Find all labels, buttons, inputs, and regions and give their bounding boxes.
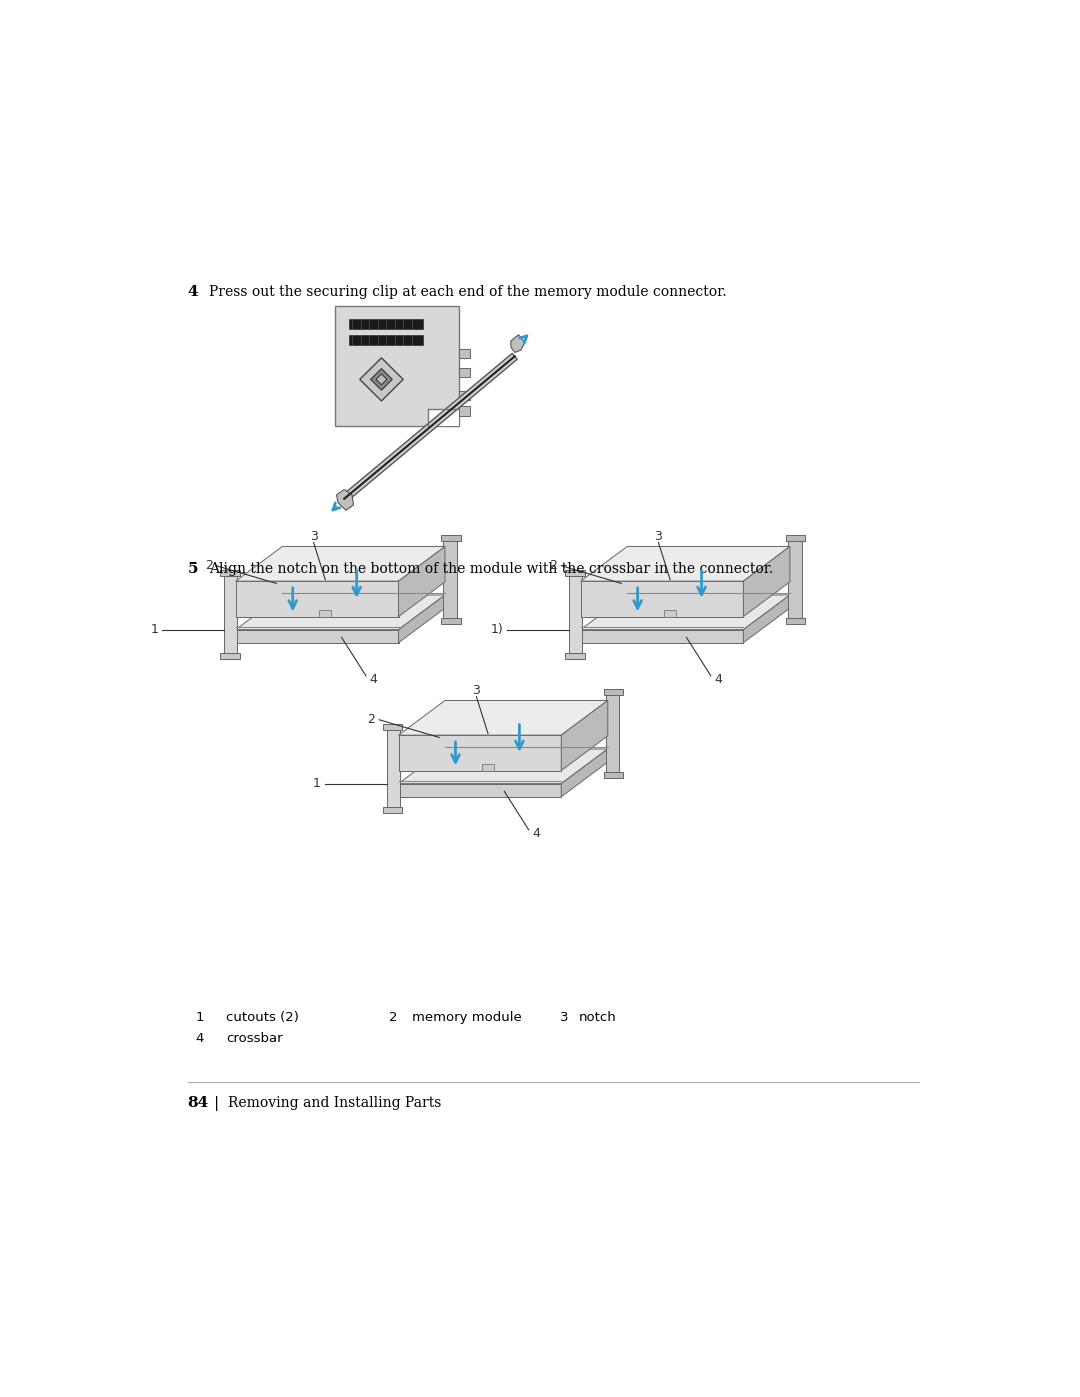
Text: 2: 2 <box>204 559 213 573</box>
Text: 2: 2 <box>367 714 375 726</box>
Polygon shape <box>606 696 619 773</box>
Text: Align the notch on the bottom of the module with the crossbar in the connector.: Align the notch on the bottom of the mod… <box>208 562 773 576</box>
Polygon shape <box>235 581 399 616</box>
Polygon shape <box>383 724 403 729</box>
Polygon shape <box>565 652 584 659</box>
Bar <box>428 409 459 426</box>
Polygon shape <box>581 595 789 630</box>
Bar <box>349 320 422 330</box>
Polygon shape <box>235 546 445 581</box>
Text: Removing and Installing Parts: Removing and Installing Parts <box>228 1097 442 1111</box>
Polygon shape <box>399 700 608 735</box>
Polygon shape <box>441 617 460 624</box>
Polygon shape <box>788 541 801 617</box>
Bar <box>459 367 470 377</box>
Text: memory module: memory module <box>413 1011 523 1024</box>
Text: 3: 3 <box>559 1011 568 1024</box>
Text: cutouts (2): cutouts (2) <box>227 1011 299 1024</box>
Polygon shape <box>235 630 399 643</box>
Bar <box>335 306 459 426</box>
Polygon shape <box>360 358 403 401</box>
Bar <box>349 335 422 345</box>
Polygon shape <box>664 610 676 616</box>
Polygon shape <box>383 806 403 813</box>
Text: 3: 3 <box>654 529 662 543</box>
Text: 3: 3 <box>310 529 318 543</box>
Text: 4: 4 <box>715 673 723 686</box>
Polygon shape <box>581 630 743 643</box>
Text: Press out the securing clip at each end of the memory module connector.: Press out the securing clip at each end … <box>208 285 726 299</box>
Polygon shape <box>337 489 353 510</box>
Polygon shape <box>581 546 789 581</box>
Bar <box>459 391 470 400</box>
Polygon shape <box>225 576 238 652</box>
Text: 4: 4 <box>532 827 540 840</box>
Polygon shape <box>235 595 445 630</box>
Polygon shape <box>370 369 392 390</box>
Polygon shape <box>569 576 582 652</box>
Polygon shape <box>341 353 517 502</box>
Polygon shape <box>444 541 457 617</box>
Polygon shape <box>786 535 806 541</box>
Text: 1: 1 <box>150 623 159 636</box>
Text: 1): 1) <box>490 623 503 636</box>
Polygon shape <box>399 784 562 796</box>
Polygon shape <box>399 595 445 643</box>
Polygon shape <box>581 581 743 616</box>
Text: 2: 2 <box>389 1011 397 1024</box>
Text: 84: 84 <box>188 1097 208 1111</box>
Polygon shape <box>399 749 608 784</box>
Polygon shape <box>399 735 562 771</box>
Polygon shape <box>441 535 460 541</box>
Bar <box>459 407 470 415</box>
Text: 3: 3 <box>472 685 481 697</box>
Text: notch: notch <box>578 1011 616 1024</box>
Polygon shape <box>319 610 332 616</box>
Text: 4: 4 <box>188 285 199 299</box>
Polygon shape <box>376 374 387 384</box>
Polygon shape <box>743 595 789 643</box>
Text: 1: 1 <box>195 1011 204 1024</box>
Polygon shape <box>220 570 240 576</box>
Polygon shape <box>786 617 806 624</box>
Polygon shape <box>604 773 623 778</box>
Text: crossbar: crossbar <box>227 1032 283 1045</box>
Polygon shape <box>604 689 623 696</box>
Text: 1: 1 <box>313 777 321 791</box>
Polygon shape <box>511 335 525 352</box>
Text: 2: 2 <box>550 559 557 573</box>
Polygon shape <box>387 729 400 806</box>
Text: 4: 4 <box>195 1032 204 1045</box>
Polygon shape <box>399 546 445 616</box>
Polygon shape <box>220 652 240 659</box>
Text: 5: 5 <box>188 562 199 576</box>
Polygon shape <box>743 546 789 616</box>
Bar <box>459 349 470 358</box>
Polygon shape <box>562 700 608 771</box>
Polygon shape <box>482 764 495 771</box>
Polygon shape <box>562 749 608 796</box>
Polygon shape <box>565 570 584 576</box>
Text: 4: 4 <box>369 673 378 686</box>
Text: |: | <box>214 1097 219 1111</box>
